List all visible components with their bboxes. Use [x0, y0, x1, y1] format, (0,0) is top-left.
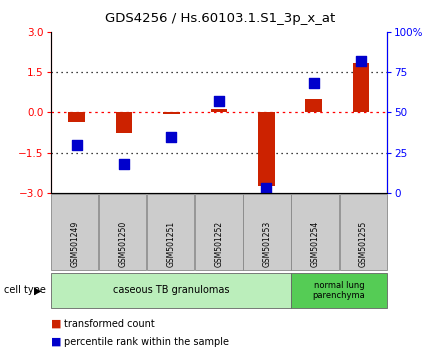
Text: ▶: ▶ — [33, 285, 41, 295]
Text: cell type: cell type — [4, 285, 46, 295]
Text: GDS4256 / Hs.60103.1.S1_3p_x_at: GDS4256 / Hs.60103.1.S1_3p_x_at — [105, 12, 335, 25]
Text: GSM501252: GSM501252 — [214, 221, 224, 267]
Point — [358, 58, 365, 64]
Text: GSM501255: GSM501255 — [359, 220, 368, 267]
Bar — [211, 109, 227, 113]
Text: ■: ■ — [51, 337, 61, 347]
Point — [310, 81, 317, 86]
Text: percentile rank within the sample: percentile rank within the sample — [64, 337, 229, 347]
Text: GSM501254: GSM501254 — [311, 220, 319, 267]
Bar — [258, 113, 275, 186]
Text: GSM501250: GSM501250 — [118, 220, 127, 267]
Point — [263, 185, 270, 191]
Text: ■: ■ — [51, 319, 61, 329]
Text: normal lung
parenchyma: normal lung parenchyma — [313, 281, 366, 300]
Bar — [353, 63, 370, 113]
Text: GSM501249: GSM501249 — [70, 220, 79, 267]
Point — [73, 142, 80, 147]
Point — [168, 134, 175, 139]
Text: caseous TB granulomas: caseous TB granulomas — [113, 285, 229, 295]
Text: transformed count: transformed count — [64, 319, 154, 329]
Bar — [163, 113, 180, 114]
Bar — [116, 113, 132, 132]
Text: GSM501253: GSM501253 — [263, 220, 271, 267]
Text: GSM501251: GSM501251 — [166, 221, 175, 267]
Point — [121, 161, 128, 167]
Bar — [305, 99, 322, 113]
Bar — [68, 113, 85, 122]
Point — [216, 98, 223, 104]
